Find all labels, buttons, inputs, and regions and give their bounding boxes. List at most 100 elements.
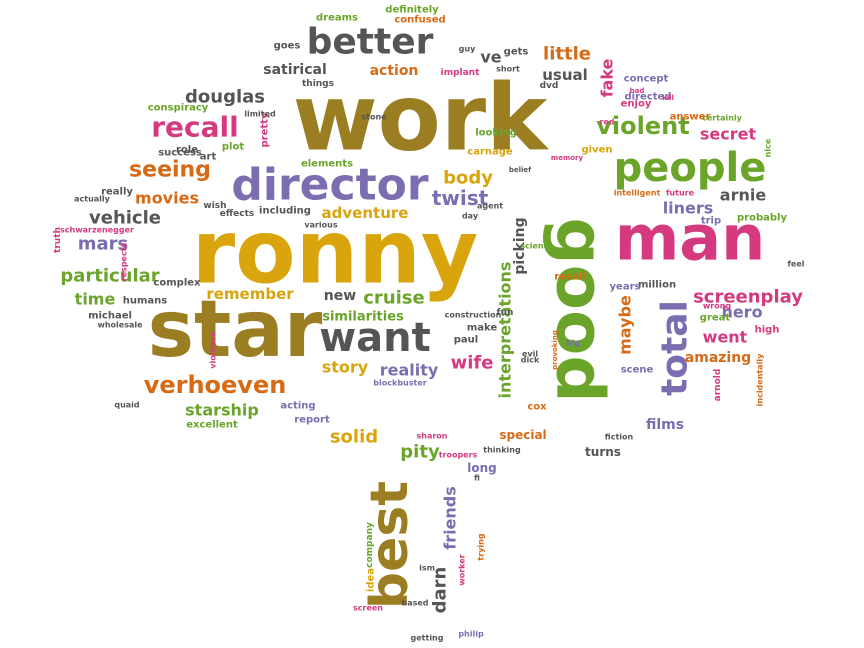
cloud-word: red bbox=[599, 118, 614, 127]
cloud-word: ism bbox=[419, 564, 435, 573]
cloud-word: idea bbox=[366, 568, 377, 592]
cloud-word: dick bbox=[521, 356, 540, 365]
cloud-word: dreams bbox=[316, 13, 358, 24]
cloud-word: twist bbox=[432, 186, 489, 210]
cloud-word: sharon bbox=[417, 432, 448, 441]
cloud-word: good bbox=[542, 217, 619, 402]
cloud-word: enjoy bbox=[621, 99, 652, 110]
cloud-word: years bbox=[610, 282, 641, 293]
cloud-word: guy bbox=[459, 45, 476, 54]
cloud-word: best bbox=[360, 481, 420, 609]
cloud-word: stone bbox=[361, 113, 387, 122]
cloud-word: solid bbox=[330, 427, 378, 448]
cloud-word: better bbox=[307, 22, 434, 63]
cloud-word: memory bbox=[551, 154, 584, 162]
cloud-word: liners bbox=[663, 199, 714, 218]
cloud-word: future bbox=[666, 189, 695, 198]
cloud-word: cox bbox=[527, 402, 547, 413]
cloud-word: satirical bbox=[263, 62, 327, 78]
cloud-word: verhoeven bbox=[144, 371, 287, 399]
cloud-word: quaid bbox=[114, 401, 140, 410]
cloud-word: fi bbox=[474, 474, 480, 483]
cloud-word: douglas bbox=[185, 87, 265, 108]
cloud-word: particular bbox=[60, 266, 159, 287]
cloud-word: trying bbox=[477, 533, 486, 560]
cloud-word: star bbox=[148, 285, 323, 375]
cloud-word: schwarzenegger bbox=[60, 226, 134, 235]
cloud-word: man bbox=[615, 202, 766, 275]
cloud-word: kill bbox=[662, 94, 674, 102]
cloud-word: wholesale bbox=[97, 321, 143, 330]
cloud-word: wrong bbox=[703, 302, 732, 311]
cloud-word: definitely bbox=[385, 5, 439, 16]
cloud-word: really bbox=[101, 187, 133, 198]
cloud-word: mars bbox=[78, 234, 129, 255]
cloud-word: vehicle bbox=[89, 208, 161, 229]
cloud-word: given bbox=[581, 145, 612, 156]
cloud-word: director bbox=[231, 160, 428, 211]
cloud-word: turns bbox=[585, 445, 621, 459]
cloud-word: friends bbox=[441, 486, 460, 550]
cloud-word: looking bbox=[475, 128, 517, 139]
cloud-word: secret bbox=[700, 125, 757, 144]
cloud-word: actually bbox=[74, 195, 111, 204]
cloud-word: answer bbox=[670, 112, 711, 123]
cloud-word: fake bbox=[598, 58, 617, 97]
cloud-word: people bbox=[614, 145, 767, 191]
cloud-word: arnold bbox=[713, 369, 723, 402]
cloud-word: complex bbox=[153, 278, 201, 289]
cloud-word: belief bbox=[509, 166, 532, 174]
cloud-word: short bbox=[496, 65, 520, 74]
cloud-word: science bbox=[520, 242, 554, 251]
cloud-word: recall bbox=[554, 272, 585, 283]
cloud-word: various bbox=[304, 221, 337, 230]
cloud-word: long bbox=[467, 461, 497, 475]
cloud-word: art bbox=[200, 152, 217, 163]
cloud-word: conspiracy bbox=[148, 103, 209, 114]
cloud-word: great bbox=[700, 313, 731, 324]
cloud-word: excellent bbox=[186, 420, 238, 431]
cloud-word: dvd bbox=[540, 81, 559, 91]
cloud-word: blockbuster bbox=[373, 379, 426, 388]
cloud-word: starship bbox=[185, 401, 259, 420]
cloud-word: fiction bbox=[605, 433, 634, 442]
cloud-word: wish bbox=[203, 201, 226, 211]
cloud-word: agent bbox=[477, 202, 503, 211]
cloud-word: carnage bbox=[467, 147, 513, 158]
cloud-word: reality bbox=[380, 361, 439, 380]
cloud-word: directed bbox=[625, 92, 672, 103]
cloud-word: getting bbox=[411, 634, 444, 643]
cloud-word: went bbox=[703, 328, 748, 347]
cloud-word: humans bbox=[123, 296, 168, 307]
cloud-word: scene bbox=[621, 365, 654, 376]
cloud-word: limited bbox=[244, 110, 276, 119]
cloud-word: work bbox=[293, 65, 550, 172]
cloud-word: confused bbox=[394, 15, 445, 26]
cloud-word: troopers bbox=[439, 451, 478, 460]
cloud-word: action bbox=[370, 63, 419, 79]
cloud-word: elements bbox=[301, 159, 353, 170]
cloud-word: screenplay bbox=[693, 287, 803, 308]
cloud-word: pretty bbox=[260, 112, 271, 147]
cloud-word: thinking bbox=[483, 446, 521, 455]
cloud-word: million bbox=[638, 280, 676, 291]
cloud-word: time bbox=[75, 290, 116, 309]
cloud-word: worker bbox=[458, 554, 467, 585]
cloud-word: based bbox=[401, 599, 428, 608]
cloud-word: acting bbox=[280, 401, 315, 412]
cloud-word: truth bbox=[53, 227, 63, 253]
cloud-word: story bbox=[322, 358, 369, 377]
cloud-word: new bbox=[324, 288, 356, 304]
cloud-word: report bbox=[294, 415, 330, 426]
cloud-word: darn bbox=[430, 567, 451, 614]
cloud-word: recall bbox=[151, 111, 239, 144]
cloud-word: gets bbox=[504, 47, 529, 58]
cloud-word: day bbox=[462, 212, 479, 221]
cloud-word: plot bbox=[222, 142, 244, 153]
cloud-word: feel bbox=[787, 260, 804, 269]
cloud-word: implant bbox=[441, 68, 480, 78]
cloud-word: paul bbox=[454, 335, 478, 346]
cloud-word: arnie bbox=[720, 186, 767, 205]
